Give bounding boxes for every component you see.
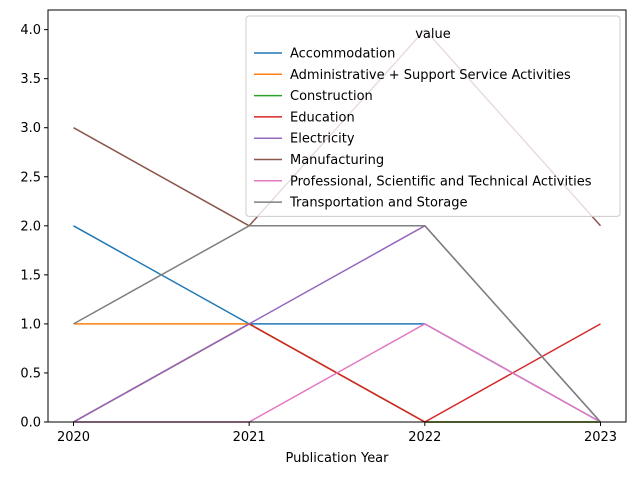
legend-entry-5: Manufacturing [290, 153, 384, 168]
x-axis-title: Publication Year [286, 451, 390, 466]
y-tick-label-5: 2.5 [20, 170, 41, 185]
legend-entry-3: Education [290, 110, 355, 125]
x-tick-label-0: 2020 [57, 430, 90, 445]
legend-entry-6: Professional, Scientific and Technical A… [290, 174, 592, 189]
legend-entry-7: Transportation and Storage [289, 196, 467, 211]
y-tick-label-3: 1.5 [20, 268, 41, 283]
legend-box [245, 15, 621, 217]
legend-title: value [415, 27, 451, 42]
y-tick-label-0: 0.0 [20, 416, 41, 431]
legend-entry-4: Electricity [290, 132, 355, 147]
x-axis: 2020 2021 2022 2023 [57, 422, 617, 445]
plot-frame [47, 9, 627, 423]
series-line-6 [73, 323, 601, 423]
legend-entry-0: Accommodation [290, 47, 395, 62]
x-tick-label-1: 2021 [233, 430, 266, 445]
legend-entry-2: Construction [290, 89, 373, 104]
legend: value Accommodation Administrative + Suppo… [245, 15, 621, 217]
x-tick-label-2: 2022 [408, 430, 441, 445]
y-axis: 0.0 0.5 1.0 1.5 2.0 2.5 3.0 3.5 4.0 [20, 23, 48, 431]
x-tick-label-3: 2023 [584, 430, 617, 445]
y-tick-label-7: 3.5 [20, 72, 41, 87]
series-line-7 [73, 225, 602, 423]
y-tick-label-2: 1.0 [20, 317, 41, 332]
y-tick-label-6: 3.0 [20, 121, 41, 136]
y-tick-label-8: 4.0 [20, 23, 41, 38]
legend-entry-1: Administrative + Support Service Activit… [290, 68, 571, 83]
y-tick-label-4: 2.0 [20, 219, 41, 234]
y-tick-label-1: 0.5 [20, 366, 41, 381]
